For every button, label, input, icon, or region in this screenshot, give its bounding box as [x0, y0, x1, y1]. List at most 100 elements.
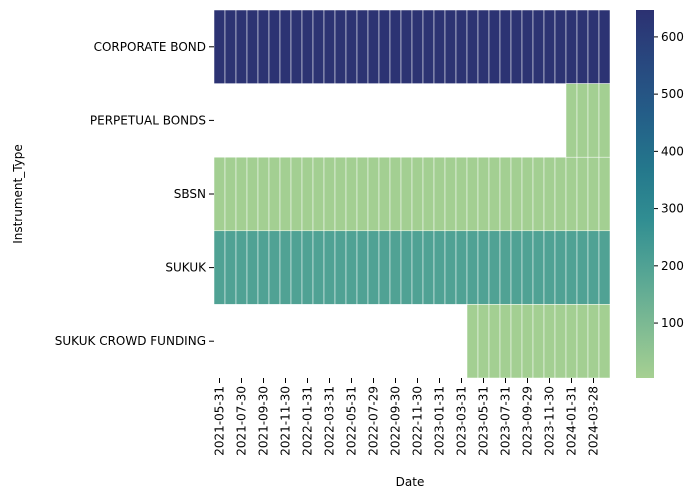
heatmap-cell — [290, 9, 303, 84]
heatmap-cell — [444, 156, 457, 232]
heatmap-cell — [290, 156, 303, 232]
heatmap-cell — [422, 9, 435, 84]
heatmap-cell — [422, 156, 435, 232]
heatmap-cell — [576, 304, 589, 379]
heatmap-cell — [565, 9, 578, 84]
x-tick-label: 2022-07-29 — [367, 386, 381, 456]
colorbar-tick-label: 600 — [661, 30, 684, 44]
heatmap-cell — [279, 9, 292, 84]
heatmap-cell — [400, 230, 413, 305]
colorbar-tick-label: 100 — [661, 316, 684, 330]
heatmap-cell — [510, 230, 523, 305]
heatmap-cell — [554, 9, 567, 84]
heatmap-cell — [422, 230, 435, 305]
heatmap-cell — [521, 9, 534, 84]
y-tick-label: SBSN — [174, 187, 206, 201]
heatmap-cell — [499, 9, 512, 84]
heatmap-cell — [466, 9, 479, 84]
x-tick-label: 2023-07-31 — [499, 386, 513, 456]
heatmap-cell — [598, 304, 611, 379]
heatmap-cell — [565, 230, 578, 305]
heatmap-cell — [268, 156, 281, 232]
heatmap-cell — [532, 9, 545, 84]
heatmap-cell — [554, 304, 567, 379]
heatmap-cell — [389, 156, 402, 232]
heatmap-cell — [323, 230, 336, 305]
x-axis-label: Date — [396, 475, 425, 489]
heatmap-cell — [576, 230, 589, 305]
heatmap-cell — [532, 230, 545, 305]
heatmap-cell — [356, 9, 369, 84]
heatmap-cell — [411, 230, 424, 305]
heatmap-cell — [433, 156, 446, 232]
heatmap-cell — [301, 156, 314, 232]
heatmap-cell — [532, 304, 545, 379]
heatmap-cell — [279, 156, 292, 232]
heatmap-cell — [433, 9, 446, 84]
y-axis-label: Instrument_Type — [11, 144, 25, 244]
heatmap-cell — [499, 304, 512, 379]
heatmap-cell — [433, 230, 446, 305]
heatmap-cell — [312, 156, 325, 232]
heatmap-cell — [444, 230, 457, 305]
heatmap-cell — [268, 230, 281, 305]
heatmap-cell — [565, 304, 578, 379]
heatmap-cell — [334, 230, 347, 305]
heatmap-cell — [345, 9, 358, 84]
colorbar-tick-label: 400 — [661, 144, 684, 158]
heatmap-cell — [499, 156, 512, 232]
heatmap-cell — [323, 9, 336, 84]
x-tick-label: 2021-11-30 — [279, 386, 293, 456]
heatmap-cell — [587, 83, 600, 158]
heatmap-cell — [400, 9, 413, 84]
heatmap-cell — [587, 304, 600, 379]
heatmap-cell — [510, 9, 523, 84]
x-tick-label: 2021-09-30 — [257, 386, 271, 456]
x-tick-label: 2021-07-30 — [235, 386, 249, 456]
heatmap-cell — [455, 9, 468, 84]
heatmap-cell — [510, 304, 523, 379]
heatmap-cell — [411, 9, 424, 84]
heatmap-cell — [246, 9, 259, 84]
x-tick-label: 2023-09-29 — [521, 386, 535, 456]
heatmap-cell — [400, 156, 413, 232]
heatmap-cell — [246, 156, 259, 232]
heatmap-cell — [367, 156, 380, 232]
heatmap-cell — [587, 156, 600, 232]
y-tick-label: SUKUK CROWD FUNDING — [55, 334, 206, 348]
heatmap-cell — [554, 156, 567, 232]
x-tick-label: 2023-11-30 — [543, 386, 557, 456]
heatmap-cell — [532, 156, 545, 232]
heatmap-cell — [312, 9, 325, 84]
heatmap-cell — [598, 230, 611, 305]
heatmap-cell — [224, 230, 237, 305]
heatmap-cell — [587, 9, 600, 84]
heatmap-cell — [411, 156, 424, 232]
heatmap-cell — [312, 230, 325, 305]
heatmap-cell — [598, 9, 611, 84]
heatmap-cell — [378, 9, 391, 84]
heatmap-cell — [378, 156, 391, 232]
heatmap-cell — [565, 83, 578, 158]
heatmap-cell — [554, 230, 567, 305]
x-tick-label: 2022-01-31 — [301, 386, 315, 456]
heatmap-cell — [521, 156, 534, 232]
heatmap-cell — [279, 230, 292, 305]
heatmap-cell — [477, 9, 490, 84]
heatmap-cell — [356, 230, 369, 305]
heatmap-cell — [268, 9, 281, 84]
heatmap-cell — [301, 9, 314, 84]
colorbar-tick-label: 300 — [661, 202, 684, 216]
heatmap-cell — [389, 9, 402, 84]
heatmap-cell — [576, 156, 589, 232]
heatmap-cell — [466, 156, 479, 232]
heatmap-cell — [499, 230, 512, 305]
x-tick-label: 2023-03-31 — [455, 386, 469, 456]
heatmap-cell — [367, 9, 380, 84]
heatmap-cell — [356, 156, 369, 232]
heatmap-cell — [235, 9, 248, 84]
heatmap-cell — [477, 230, 490, 305]
x-tick-label: 2023-05-31 — [477, 386, 491, 456]
y-tick-label: PERPETUAL BONDS — [90, 113, 206, 127]
